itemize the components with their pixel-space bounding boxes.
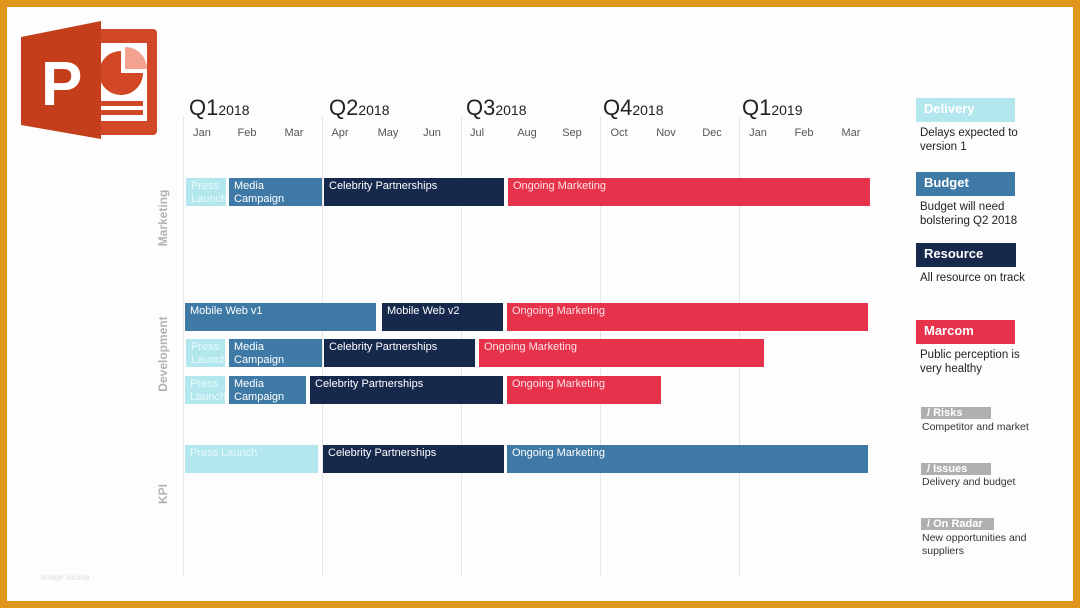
bar-ongoing-marketing[interactable]: Ongoing Marketing: [508, 178, 870, 206]
month-label: Dec: [702, 127, 722, 139]
legend-delivery-text: Delays expected to version 1: [920, 127, 1018, 153]
month-label: May: [377, 127, 399, 139]
bar-media-campaign[interactable]: Media Campaign: [229, 178, 322, 206]
legend-budget-chip: Budget: [916, 172, 1015, 196]
legend-delivery-chip: Delivery: [916, 98, 1015, 122]
quarter-header-q2-2018: Q22018: [329, 95, 390, 120]
month-label: Feb: [794, 127, 814, 139]
quarter-header-q3-2018: Q32018: [466, 95, 527, 120]
month-label: Jan: [193, 127, 211, 139]
tag-risks-text: Competitor and market: [922, 421, 1029, 433]
month-label: Mar: [841, 127, 861, 139]
month-label: Apr: [331, 127, 349, 139]
quarter-header-q1-2019: Q12019: [742, 95, 803, 120]
bar-celebrity-partnerships[interactable]: Celebrity Partnerships: [310, 376, 503, 404]
tag-on-radar-text: New opportunities and suppliers: [922, 532, 1027, 557]
month-label: Feb: [237, 127, 257, 139]
bar-ongoing-marketing[interactable]: Ongoing Marketing: [507, 376, 661, 404]
row-label-kpi: KPI: [156, 484, 170, 505]
legend-marcom-text: Public perception is very healthy: [920, 349, 1020, 375]
bar-press-launch[interactable]: Press Launch: [185, 445, 318, 473]
legend-marcom-chip: Marcom: [916, 320, 1015, 344]
bar-ongoing-marketing[interactable]: Ongoing Marketing: [507, 303, 868, 331]
bar-ongoing-marketing[interactable]: Ongoing Marketing: [479, 339, 764, 367]
tag-on-radar: / On Radar: [921, 518, 994, 530]
bar-ongoing-marketing[interactable]: Ongoing Marketing: [507, 445, 868, 473]
gridline: [322, 117, 323, 577]
bar-celebrity-partnerships[interactable]: Celebrity Partnerships: [324, 178, 504, 206]
powerpoint-logo-icon: P: [21, 21, 157, 139]
legend-resource-chip: Resource: [916, 243, 1016, 267]
bar-press-launch[interactable]: Press Launch: [186, 339, 225, 367]
month-label: Nov: [656, 127, 676, 139]
footer-note: Image source: [41, 573, 90, 582]
legend-resource-text: All resource on track: [920, 272, 1025, 284]
month-label: Aug: [517, 127, 537, 139]
quarter-header-q4-2018: Q42018: [603, 95, 664, 120]
tag-risks: / Risks: [921, 407, 991, 419]
quarter-header-q1-2018: Q12018: [189, 95, 250, 120]
row-label-development: Development: [156, 316, 170, 392]
month-label: Mar: [284, 127, 304, 139]
bar-celebrity-partnerships[interactable]: Celebrity Partnerships: [323, 445, 504, 473]
month-label: Oct: [610, 127, 628, 139]
svg-text:P: P: [41, 50, 82, 119]
bar-mobile-web-v1[interactable]: Mobile Web v1: [185, 303, 376, 331]
tag-issues: / Issues: [921, 463, 991, 475]
tag-issues-text: Delivery and budget: [922, 476, 1016, 488]
bar-mobile-web-v2[interactable]: Mobile Web v2: [382, 303, 503, 331]
month-label: Jun: [423, 127, 441, 139]
bar-media-campaign[interactable]: Media Campaign: [229, 376, 306, 404]
legend-budget-text: Budget will need bolstering Q2 2018: [920, 201, 1018, 227]
row-label-marketing: Marketing: [156, 189, 170, 247]
bar-press-launch[interactable]: Press Launch: [185, 376, 225, 404]
month-label: Jan: [749, 127, 767, 139]
bar-media-campaign[interactable]: Media Campaign: [229, 339, 322, 367]
bar-press-launch[interactable]: Press Launch: [186, 178, 226, 206]
month-label: Sep: [562, 127, 582, 139]
gridline: [183, 117, 184, 577]
bar-celebrity-partnerships[interactable]: Celebrity Partnerships: [324, 339, 475, 367]
month-label: Jul: [469, 127, 485, 139]
